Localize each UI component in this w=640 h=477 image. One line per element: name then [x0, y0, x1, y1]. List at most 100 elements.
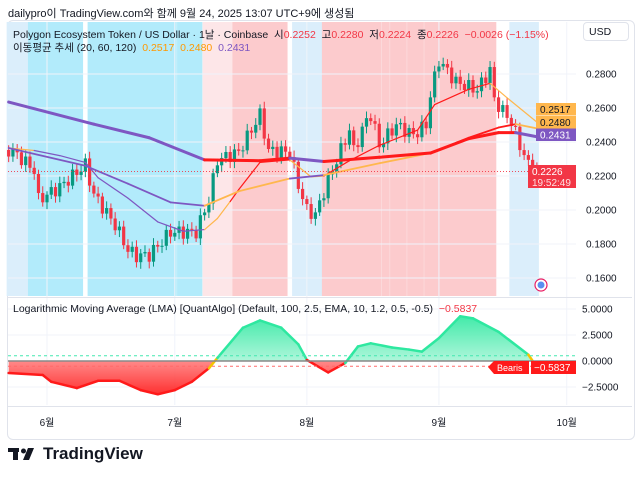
candle-body	[15, 149, 19, 153]
candle-body	[514, 125, 518, 127]
lma-line-segment	[118, 379, 142, 392]
tradingview-logo-text: TradingView	[43, 444, 143, 463]
candle-body	[398, 122, 403, 125]
currency-button[interactable]: USD	[583, 22, 629, 41]
price-axis-label: 0.1800	[586, 240, 617, 251]
lma-line-segment	[326, 361, 347, 374]
price-axis-label: 0.2000	[586, 206, 617, 217]
candle-body	[241, 150, 245, 152]
candle-body	[41, 193, 45, 203]
candle-body	[75, 169, 79, 175]
lma-line-segment	[390, 346, 411, 351]
low-label: 저	[369, 29, 379, 41]
lma-line-segment	[305, 358, 330, 374]
open-value: 0.2252	[283, 29, 316, 41]
ma-ma60-segment	[497, 123, 517, 129]
lma-legend[interactable]: Logarithmic Moving Average (LMA) [QuantA…	[13, 303, 477, 315]
candle-body	[49, 187, 53, 195]
candle-body	[58, 183, 62, 197]
candle-body	[433, 71, 437, 98]
candle-body	[134, 246, 139, 263]
candle-body	[309, 204, 313, 219]
lma-line-segment	[280, 326, 300, 346]
ma-ma60-segment	[169, 201, 206, 207]
bearish-signal-text: Bearis	[497, 363, 523, 373]
ma-ma120-segment	[288, 156, 326, 164]
candle-body	[70, 169, 75, 186]
candle-body	[185, 228, 190, 239]
trend-band	[407, 22, 424, 296]
ma-ma120-segment	[322, 155, 381, 164]
last-price-tag-text: 0.2226	[532, 167, 563, 178]
candle-body	[19, 152, 24, 166]
ma-ma20-segment	[259, 159, 291, 163]
ma-ma20-segment	[216, 200, 231, 220]
lma-area-negative	[8, 361, 537, 395]
candle-body	[501, 105, 505, 112]
ma-ma20-segment	[506, 97, 538, 123]
tradingview-logo[interactable]: TradingView	[8, 444, 143, 464]
candle-body	[156, 244, 160, 247]
candle-body	[139, 253, 143, 263]
candle-body	[198, 215, 202, 239]
candle-body	[271, 146, 275, 150]
candle-body	[484, 77, 488, 84]
ma-price-tag	[536, 128, 576, 141]
lma-line-segment	[420, 336, 441, 353]
candle-body	[454, 76, 458, 84]
close-label: 종	[416, 29, 427, 41]
candle-body	[279, 146, 283, 158]
candle-body	[450, 67, 454, 84]
lma-line-segment	[41, 373, 53, 384]
candle-body	[275, 146, 279, 158]
candle-body	[352, 130, 356, 146]
ma-price-tag	[536, 116, 576, 129]
ma-ma20-segment	[417, 103, 436, 131]
candle-body	[356, 145, 360, 148]
symbol-title: Polygon Ecosystem Token / US Dollar · 1날…	[13, 29, 269, 41]
ma-ma60-segment	[288, 174, 325, 180]
candle-body	[160, 245, 164, 247]
ma-ma60-segment	[127, 182, 172, 204]
lma-line-segment	[173, 380, 194, 392]
lma-line-segment	[471, 317, 500, 334]
candle-body	[522, 150, 526, 156]
candle-body	[339, 143, 343, 165]
lma-axis-label: 5.0000	[582, 305, 613, 316]
candle-body	[237, 149, 241, 151]
candle-body	[53, 187, 58, 197]
ma-ma20-segment	[204, 217, 218, 231]
time-axis-label: 10월	[557, 417, 577, 429]
candle-body	[394, 124, 398, 136]
candle-body	[386, 128, 390, 144]
candle-body	[326, 174, 330, 199]
ma-ma120-segment	[467, 131, 501, 141]
countdown-text: 19:52:49	[532, 178, 571, 189]
candle-body	[488, 67, 492, 84]
candle-body	[96, 193, 100, 197]
candle-body	[492, 67, 496, 98]
lma-line-segment	[297, 343, 309, 362]
lma-line-segment	[258, 319, 283, 329]
ma-ma120-segment	[428, 137, 471, 155]
bearish-signal-tag	[488, 361, 529, 374]
candle-body	[288, 151, 292, 158]
ma-ma20-segment	[157, 221, 184, 232]
ma-legend[interactable]: 이동평균 추세 (20, 60, 120) 0.2517 0.2480 0.24…	[13, 40, 250, 55]
candle-body	[322, 198, 326, 201]
ma-ma20-segment	[378, 129, 419, 146]
candle-body	[92, 185, 96, 194]
candle-body	[28, 156, 32, 168]
candle-body	[509, 117, 513, 126]
candle-body	[318, 200, 322, 213]
price-axis-label: 0.2200	[586, 172, 617, 183]
ma-ma20-segment	[33, 149, 61, 157]
lma-line-segment	[407, 348, 424, 353]
ma-ma120-segment	[514, 131, 539, 139]
ma-ma20-segment	[182, 228, 206, 232]
lma-line-segment	[356, 342, 373, 348]
ma-ma60-segment	[203, 190, 240, 207]
candle-body	[11, 149, 15, 157]
candle-body	[100, 196, 104, 214]
